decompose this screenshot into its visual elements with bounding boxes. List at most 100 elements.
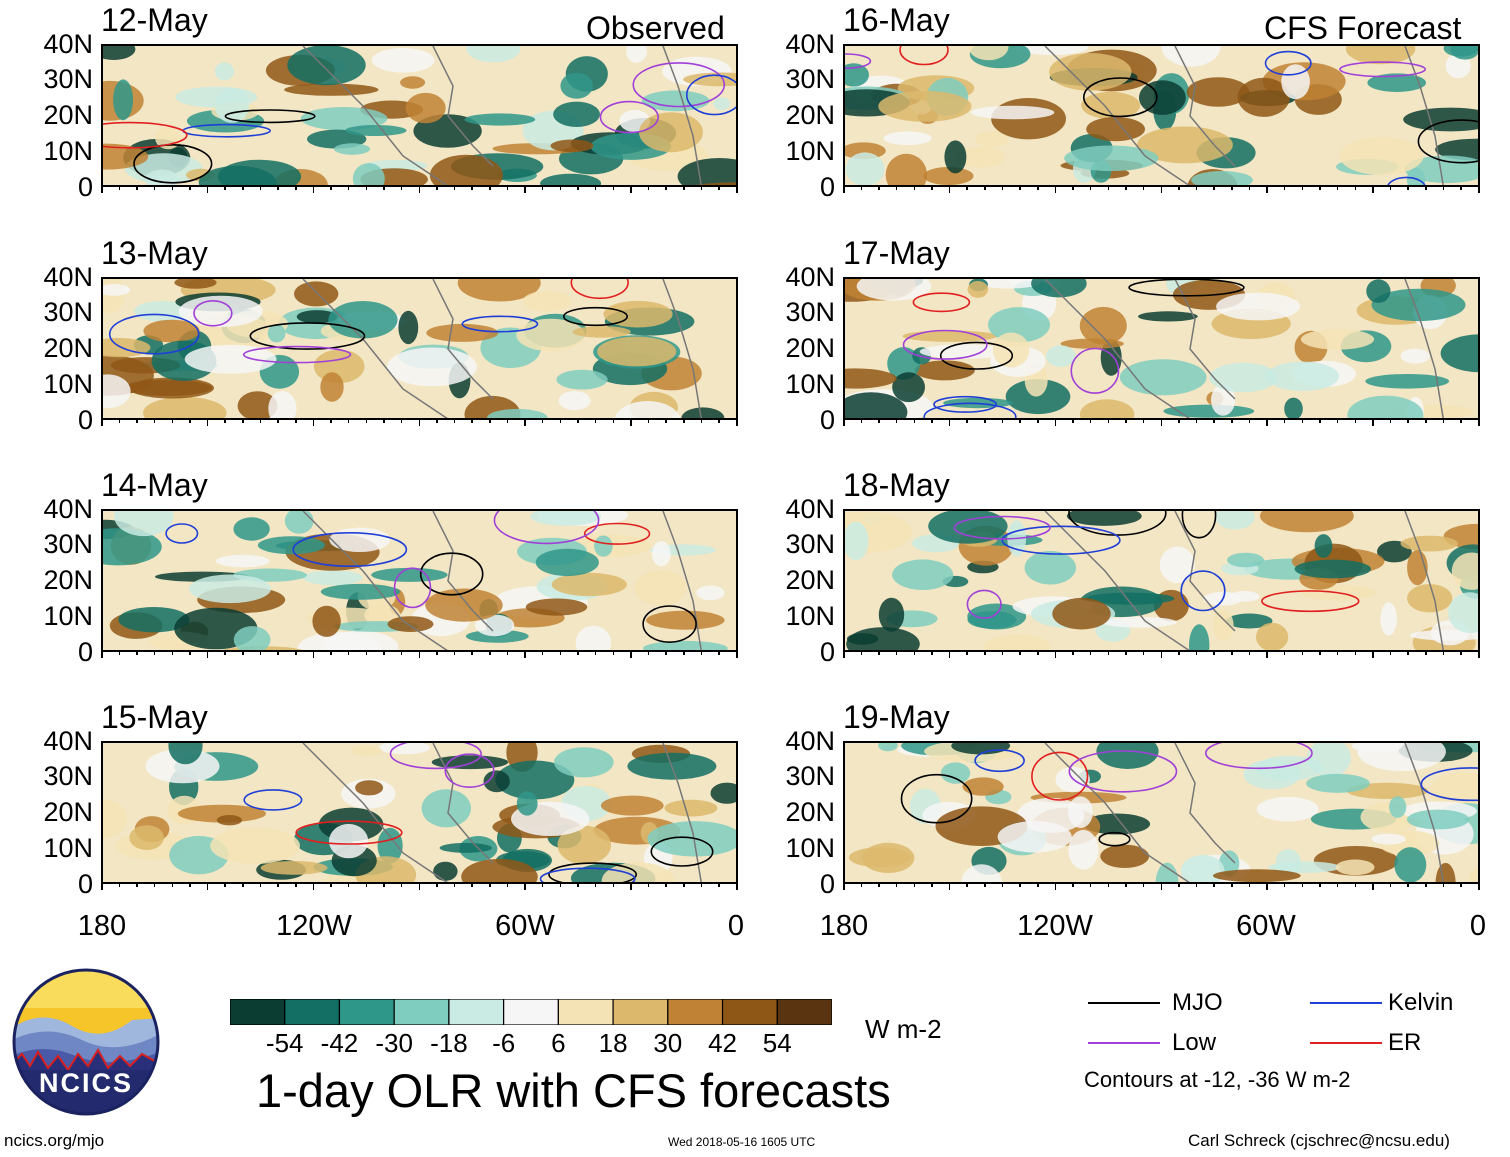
lon-tick	[736, 882, 738, 890]
lon-tick	[1336, 882, 1339, 887]
colorbar-swatch	[448, 998, 505, 1026]
lon-tick	[843, 185, 845, 193]
lat-label-10n-12-may: 10N	[43, 136, 93, 166]
lon-tick	[577, 882, 579, 887]
lon-tick	[1442, 882, 1445, 887]
legend: MJO Kelvin Low ER Contours at -12, -36 W…	[1080, 986, 1500, 1096]
lon-tick	[171, 185, 174, 190]
lon-tick	[860, 650, 863, 655]
lon-tick	[878, 185, 880, 190]
lon-tick	[878, 882, 880, 887]
lon-tick	[136, 185, 138, 190]
lat-label-30n-19-may: 30N	[785, 761, 835, 791]
lon-tick	[1213, 650, 1215, 655]
panel-date-19-may: 19-May	[843, 699, 950, 735]
lon-tick	[948, 418, 951, 426]
lon-tick	[312, 650, 315, 658]
lon-tick	[1283, 418, 1286, 423]
lat-label-40n-16-may: 40N	[785, 29, 835, 59]
lon-tick	[1142, 418, 1145, 423]
colorbar-label: 42	[708, 1028, 737, 1058]
lon-tick	[665, 418, 667, 423]
lon-tick	[277, 650, 279, 655]
lon-tick	[984, 882, 986, 887]
lon-tick	[259, 882, 262, 887]
lon-tick	[436, 418, 438, 423]
lon-label-0-right: 0	[1469, 910, 1487, 942]
lon-tick	[843, 418, 845, 426]
lon-tick	[843, 882, 845, 890]
lon-tick	[489, 882, 491, 887]
lon-tick	[1231, 650, 1233, 655]
colorbar-graphic	[229, 998, 833, 1026]
lon-tick	[1089, 650, 1092, 655]
lon-tick	[541, 882, 544, 887]
lat-label-10n-18-may: 10N	[785, 601, 835, 631]
colorbar-swatch	[393, 998, 450, 1026]
colorbar-swatch	[284, 998, 341, 1026]
lon-tick	[559, 882, 562, 887]
lon-tick	[189, 882, 191, 887]
lon-tick	[453, 418, 456, 423]
lon-label-120w-right: 120W	[1017, 910, 1093, 942]
lon-tick	[966, 882, 968, 887]
lon-tick	[1248, 882, 1251, 887]
lon-tick	[171, 418, 174, 423]
ncics-logo-graphic	[12, 968, 160, 1116]
lat-label-20n-17-may: 20N	[785, 333, 835, 363]
lon-tick	[189, 185, 191, 190]
lat-label-10n-14-may: 10N	[43, 601, 93, 631]
lon-tick	[153, 650, 156, 655]
lon-tick	[612, 882, 615, 887]
legend-line-low	[1088, 1042, 1160, 1044]
footer-url: ncics.org/mjo	[4, 1131, 105, 1150]
lon-tick	[1001, 650, 1004, 655]
colorbar-label: 6	[551, 1028, 566, 1058]
lat-label-40n-15-may: 40N	[43, 726, 93, 756]
lon-tick	[718, 882, 720, 887]
lon-tick	[700, 185, 703, 190]
lat-label-10n-13-may: 10N	[43, 369, 93, 399]
lon-tick	[1054, 185, 1057, 193]
lon-tick	[101, 418, 103, 426]
lon-tick	[1266, 418, 1268, 426]
lon-tick	[577, 185, 579, 190]
lon-label-60w-left: 60W	[495, 910, 555, 942]
colorbar-swatch	[503, 998, 559, 1026]
lon-tick	[400, 650, 403, 655]
olr-map-15-may	[101, 741, 738, 884]
lon-tick	[101, 185, 103, 193]
lon-tick	[594, 882, 597, 887]
lon-tick	[312, 185, 315, 193]
lon-tick	[471, 882, 473, 887]
lon-tick	[843, 650, 845, 658]
lon-tick	[1231, 418, 1233, 423]
lon-tick	[541, 418, 544, 423]
lon-tick	[1336, 185, 1339, 190]
panel-date-17-may: 17-May	[843, 235, 950, 271]
lon-tick	[1178, 185, 1180, 190]
lon-tick	[931, 882, 933, 887]
lon-tick	[242, 418, 244, 423]
lon-tick	[1072, 882, 1074, 887]
lat-label-30n-15-may: 30N	[43, 761, 93, 791]
lon-tick	[295, 650, 297, 655]
colorbar-label: -54	[265, 1028, 304, 1058]
lon-tick	[1478, 882, 1480, 890]
lon-tick	[1425, 185, 1427, 190]
panel-date-13-may: 13-May	[101, 235, 208, 271]
lon-tick	[1178, 650, 1180, 655]
lon-tick	[1248, 185, 1251, 190]
lon-label-180-left: 180	[77, 910, 127, 942]
lon-tick	[1142, 650, 1145, 655]
olr-map-14-may	[101, 509, 738, 652]
lon-tick	[1389, 418, 1392, 423]
lon-tick	[984, 418, 986, 423]
lon-tick	[471, 650, 473, 655]
lon-tick	[277, 185, 279, 190]
panel-date-16-may: 16-May	[843, 2, 950, 38]
lon-tick	[400, 882, 403, 887]
colorbar-units: W m-2	[865, 1014, 942, 1044]
legend-label-mjo: MJO	[1172, 989, 1223, 1016]
lon-tick	[630, 185, 632, 193]
